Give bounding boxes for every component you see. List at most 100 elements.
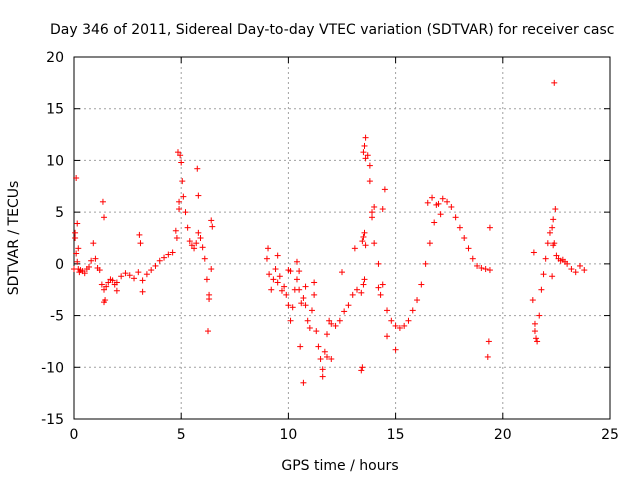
data-point: [484, 353, 491, 360]
data-point: [182, 209, 189, 216]
data-point: [136, 231, 143, 238]
data-point: [188, 242, 195, 249]
data-point: [302, 302, 309, 309]
data-point: [341, 308, 348, 315]
data-point: [581, 267, 588, 274]
data-point: [482, 266, 489, 273]
data-point: [366, 178, 373, 185]
data-point: [486, 224, 493, 231]
data-point: [384, 333, 391, 340]
chart-title: Day 346 of 2011, Sidereal Day-to-day VTE…: [50, 22, 614, 38]
data-point: [328, 320, 335, 327]
data-point: [534, 338, 541, 345]
data-point: [179, 178, 186, 185]
data-point: [165, 251, 172, 258]
data-point: [351, 245, 358, 252]
data-point: [529, 297, 536, 304]
data-point: [392, 346, 399, 353]
data-point: [358, 289, 365, 296]
data-point: [319, 366, 326, 373]
data-point: [161, 254, 168, 261]
data-point: [199, 244, 206, 251]
data-point: [266, 271, 273, 278]
data-point: [360, 233, 367, 240]
y-tick-label: 10: [46, 153, 64, 169]
x-tick-label: 5: [177, 427, 186, 443]
data-point: [205, 328, 211, 335]
data-point: [101, 286, 108, 293]
data-point: [349, 291, 356, 298]
data-point: [180, 193, 187, 200]
data-point: [362, 242, 369, 249]
data-point: [361, 276, 368, 283]
data-point: [553, 252, 560, 259]
data-point: [193, 240, 200, 247]
data-point: [148, 267, 155, 274]
data-point: [208, 266, 215, 273]
data-point: [429, 194, 436, 201]
data-point: [437, 211, 444, 218]
data-point: [388, 317, 395, 324]
data-point: [448, 203, 455, 210]
data-point: [92, 255, 99, 262]
data-point: [549, 273, 556, 280]
data-point: [401, 322, 408, 329]
data-point: [143, 271, 150, 278]
data-point: [137, 240, 144, 247]
data-point: [169, 249, 176, 256]
y-axis-title: SDTVAR / TECUs: [6, 181, 22, 296]
data-point: [433, 201, 440, 208]
data-point: [375, 284, 382, 291]
data-point: [377, 291, 384, 298]
data-point: [274, 252, 281, 259]
data-point: [478, 264, 485, 271]
data-point: [287, 317, 294, 324]
data-point: [336, 317, 343, 324]
data-point: [72, 235, 79, 241]
data-point: [550, 216, 557, 223]
data-point: [126, 272, 133, 279]
data-point: [540, 271, 547, 278]
data-point: [139, 288, 146, 295]
data-point: [101, 214, 108, 221]
data-point: [371, 240, 378, 247]
data-point: [113, 279, 120, 286]
y-tick-label: 20: [46, 50, 64, 66]
data-point: [371, 203, 378, 210]
grid-lines: [74, 57, 610, 419]
data-point: [283, 291, 290, 298]
data-point: [369, 214, 376, 221]
data-point: [297, 343, 304, 350]
data-point: [362, 134, 369, 141]
data-point: [456, 224, 463, 231]
data-point: [486, 267, 493, 274]
data-point: [564, 260, 571, 267]
data-point: [90, 240, 97, 247]
data-point: [384, 307, 391, 314]
data-point: [281, 283, 288, 290]
data-point: [176, 206, 183, 213]
data-point: [74, 220, 81, 227]
data-points: [71, 79, 588, 386]
data-point: [323, 353, 330, 360]
data-point: [152, 262, 159, 269]
data-point: [131, 275, 138, 282]
data-point: [274, 279, 281, 286]
data-point: [270, 276, 277, 283]
data-point: [538, 286, 545, 293]
data-point: [360, 281, 367, 288]
data-point: [289, 304, 296, 311]
data-point: [452, 214, 459, 221]
data-point: [209, 223, 216, 230]
data-point: [296, 286, 303, 293]
data-point: [552, 206, 559, 213]
data-point: [139, 277, 146, 284]
data-point: [306, 324, 313, 331]
data-point: [542, 255, 549, 262]
data-point: [431, 219, 438, 226]
plot-frame: [73, 56, 611, 420]
data-point: [105, 279, 112, 286]
data-point: [172, 227, 179, 234]
data-point: [285, 302, 292, 309]
data-point: [369, 209, 376, 216]
